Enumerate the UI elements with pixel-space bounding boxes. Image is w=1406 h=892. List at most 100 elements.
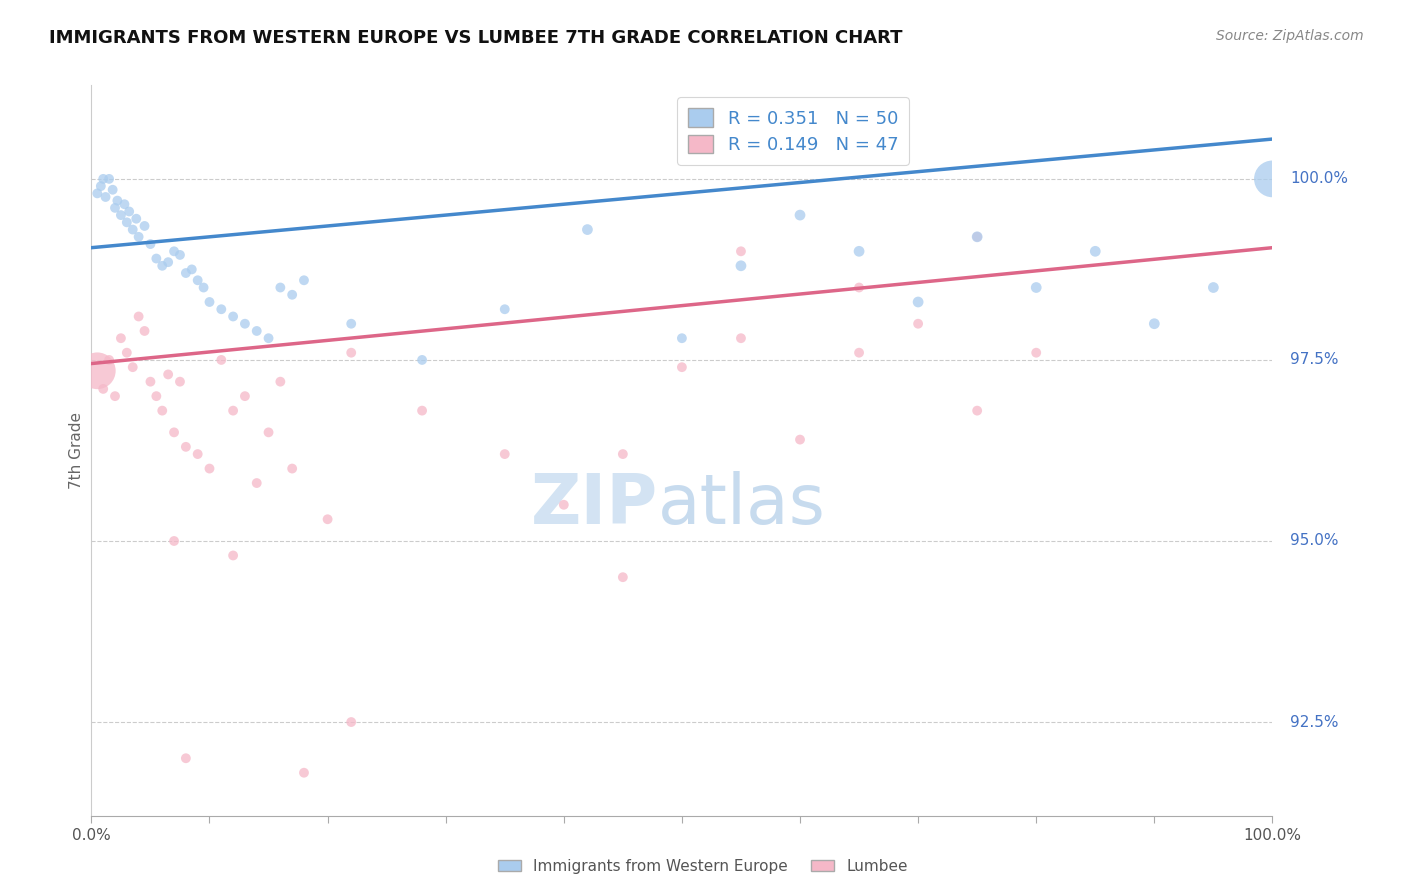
Point — [730, 259, 752, 273]
Point — [209, 353, 232, 368]
Point — [411, 353, 433, 368]
Point — [257, 425, 280, 440]
Point — [110, 331, 132, 345]
Point — [233, 317, 256, 331]
Point — [1025, 345, 1047, 359]
Point — [115, 345, 138, 359]
Point — [281, 287, 304, 301]
Point — [246, 324, 269, 338]
Point — [257, 331, 280, 345]
Point — [848, 280, 870, 294]
Point — [91, 172, 114, 186]
Text: Source: ZipAtlas.com: Source: ZipAtlas.com — [1216, 29, 1364, 43]
Text: 100.0%: 100.0% — [1291, 171, 1348, 186]
Point — [169, 248, 191, 262]
Point — [671, 331, 693, 345]
Point — [174, 266, 197, 280]
Point — [848, 345, 870, 359]
Point — [1261, 172, 1284, 186]
Point — [907, 317, 929, 331]
Point — [269, 375, 291, 389]
Text: ZIP: ZIP — [531, 471, 658, 538]
Point — [789, 208, 811, 222]
Text: 97.5%: 97.5% — [1291, 352, 1339, 368]
Point — [169, 375, 191, 389]
Point — [966, 403, 988, 417]
Point — [174, 751, 197, 765]
Point — [125, 211, 148, 226]
Legend: Immigrants from Western Europe, Lumbee: Immigrants from Western Europe, Lumbee — [492, 853, 914, 880]
Point — [115, 215, 138, 229]
Point — [145, 389, 167, 403]
Point — [110, 208, 132, 222]
Point — [198, 461, 221, 475]
Point — [145, 252, 167, 266]
Point — [174, 440, 197, 454]
Point — [1084, 244, 1107, 259]
Point — [966, 229, 988, 244]
Point — [269, 280, 291, 294]
Point — [91, 382, 114, 396]
Text: 92.5%: 92.5% — [1291, 714, 1339, 730]
Point — [104, 389, 127, 403]
Text: IMMIGRANTS FROM WESTERN EUROPE VS LUMBEE 7TH GRADE CORRELATION CHART: IMMIGRANTS FROM WESTERN EUROPE VS LUMBEE… — [49, 29, 903, 46]
Point — [1143, 317, 1166, 331]
Point — [246, 476, 269, 491]
Point — [180, 262, 202, 277]
Point — [233, 389, 256, 403]
Point — [198, 295, 221, 310]
Point — [340, 345, 363, 359]
Point — [121, 360, 143, 375]
Point — [187, 273, 209, 287]
Point — [163, 533, 186, 548]
Point — [163, 244, 186, 259]
Point — [209, 302, 232, 317]
Point — [612, 570, 634, 584]
Point — [730, 331, 752, 345]
Point — [101, 183, 124, 197]
Point — [848, 244, 870, 259]
Point — [281, 461, 304, 475]
Point — [98, 172, 121, 186]
Point — [730, 244, 752, 259]
Point — [157, 368, 180, 382]
Point — [576, 222, 599, 236]
Text: atlas: atlas — [658, 471, 827, 538]
Point — [187, 447, 209, 461]
Point — [494, 302, 516, 317]
Text: 95.0%: 95.0% — [1291, 533, 1339, 549]
Point — [104, 201, 127, 215]
Point — [789, 433, 811, 447]
Point — [118, 204, 141, 219]
Point — [411, 403, 433, 417]
Point — [128, 229, 150, 244]
Point — [139, 237, 162, 252]
Point — [134, 324, 156, 338]
Point — [105, 194, 128, 208]
Point — [222, 549, 245, 563]
Point — [1025, 280, 1047, 294]
Point — [94, 190, 117, 204]
Point — [98, 353, 121, 368]
Point — [966, 229, 988, 244]
Point — [494, 447, 516, 461]
Point — [139, 375, 162, 389]
Point — [150, 403, 173, 417]
Point — [86, 186, 108, 201]
Point — [121, 222, 143, 236]
Point — [340, 714, 363, 729]
Point — [907, 295, 929, 310]
Point — [316, 512, 339, 526]
Point — [222, 310, 245, 324]
Point — [86, 364, 108, 378]
Point — [340, 317, 363, 331]
Point — [292, 273, 315, 287]
Y-axis label: 7th Grade: 7th Grade — [69, 412, 84, 489]
Point — [222, 403, 245, 417]
Point — [193, 280, 215, 294]
Point — [90, 179, 112, 194]
Point — [1202, 280, 1225, 294]
Point — [553, 498, 575, 512]
Point — [671, 360, 693, 375]
Point — [128, 310, 150, 324]
